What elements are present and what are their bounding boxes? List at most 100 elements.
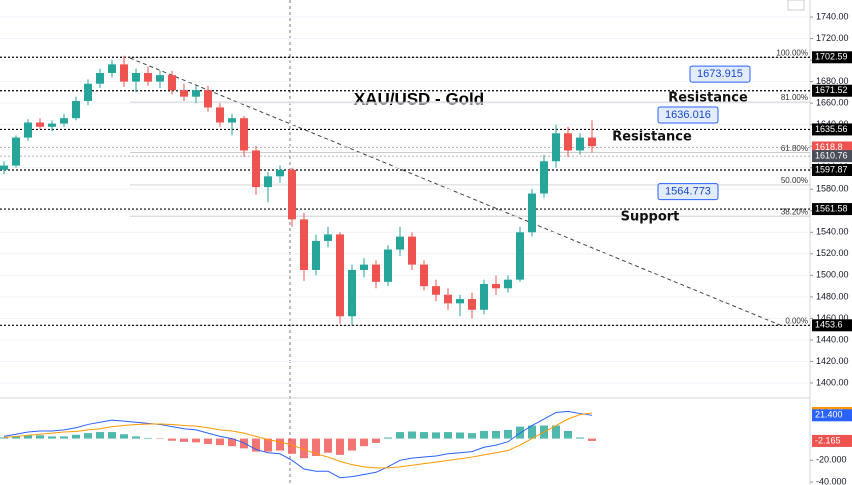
level-box [812, 51, 852, 64]
histogram-bar [132, 436, 140, 439]
level-box [812, 84, 852, 97]
histogram-bar [528, 425, 536, 439]
candle-body [192, 90, 200, 97]
histogram-bar [456, 432, 464, 439]
y-tick-label: 1660.00 [816, 98, 849, 108]
y-tick-label: 1580.00 [816, 184, 849, 194]
histogram-bar [12, 436, 20, 439]
candle-body [348, 269, 356, 317]
y-tick-label: 1420.00 [816, 356, 849, 366]
candle-body [300, 219, 308, 270]
trend-line [129, 57, 781, 326]
histogram-bar [420, 432, 428, 439]
candle-body [144, 72, 152, 82]
histogram-bar [84, 433, 92, 439]
macd-line [3, 410, 593, 479]
value-box [812, 434, 852, 447]
fib-label: 38.20% [781, 207, 808, 216]
histogram-bar [492, 430, 500, 439]
histogram-bar [180, 438, 188, 442]
candle-body [396, 236, 404, 250]
candle-body [156, 75, 164, 82]
histogram-bar [24, 435, 32, 439]
value-label: 21.400 [815, 410, 843, 420]
level-label: 1671.52 [815, 85, 848, 95]
candle-body [420, 264, 428, 287]
level-box [812, 164, 852, 177]
candle-body [444, 294, 452, 304]
candle-body [276, 169, 284, 177]
candle-body [228, 118, 236, 123]
candle-body [24, 122, 32, 138]
candle-body [72, 100, 80, 119]
candle-body [384, 249, 392, 282]
macd-line [3, 412, 593, 469]
level-box [812, 203, 852, 216]
y-tick-label: -40.000 [816, 476, 847, 485]
level-label: 1597.87 [815, 164, 848, 174]
histogram-bar [324, 438, 332, 453]
candle-body [360, 264, 368, 270]
level-box [812, 150, 852, 163]
candle-body [408, 236, 416, 265]
candle-body [540, 161, 548, 194]
fib-label: 100.00% [776, 48, 808, 57]
y-tick-label: 1460.00 [816, 313, 849, 323]
candle-body [48, 123, 56, 127]
candle-body [264, 176, 272, 188]
candle-body [12, 137, 20, 166]
histogram-bar [144, 437, 152, 439]
annotation: Resistance [668, 91, 748, 106]
histogram-bar [348, 438, 356, 451]
chart-title: XAU/USD - Gold [354, 89, 484, 108]
candle-body [372, 264, 380, 282]
y-tick-label: -20.000 [816, 455, 847, 465]
callout-box [657, 183, 719, 201]
y-tick-label: 1480.00 [816, 291, 849, 301]
histogram-bar [48, 436, 56, 439]
candle-body [120, 64, 128, 82]
histogram-bar [0, 437, 8, 439]
value-box [812, 409, 852, 422]
level-label: 1635.56 [815, 124, 848, 134]
histogram-bar [360, 438, 368, 447]
candle-body [252, 150, 260, 188]
histogram-bar [588, 438, 596, 441]
candle-body [288, 169, 296, 220]
y-tick-label: 1520.00 [816, 248, 849, 258]
y-tick-label: 1440.00 [816, 334, 849, 344]
histogram-bar [120, 434, 128, 439]
histogram-bar [504, 429, 512, 439]
candle-body [132, 72, 140, 82]
candle-body [480, 283, 488, 310]
y-tick-label: 1720.00 [816, 33, 849, 43]
fib-label: 50.00% [781, 176, 808, 185]
histogram-bar [60, 436, 68, 439]
candle-body [336, 234, 344, 317]
candle-body [432, 286, 440, 295]
level-box [812, 319, 852, 332]
histogram-bar [72, 434, 80, 439]
scroll-button[interactable] [787, 0, 805, 11]
histogram-bar [288, 438, 296, 454]
level-label: 1561.58 [815, 203, 848, 213]
y-tick-label: 1400.00 [816, 377, 849, 387]
candle-body [588, 137, 596, 147]
y-tick-label: 1540.00 [816, 227, 849, 237]
candle-body [60, 118, 68, 124]
callout-label: 1673.915 [697, 68, 743, 80]
candle-body [204, 90, 212, 108]
candle-body [216, 107, 224, 123]
annotation: Resistance [612, 130, 692, 145]
callout-box [689, 65, 751, 83]
level-box [812, 123, 852, 136]
histogram-bar [192, 438, 200, 443]
candle-body [516, 232, 524, 280]
histogram-bar [372, 438, 380, 443]
candle-body [504, 279, 512, 289]
callout-label: 1636.016 [665, 109, 711, 121]
candle-body [240, 118, 248, 151]
histogram-bar [444, 432, 452, 439]
histogram-bar [432, 432, 440, 439]
candle-body [312, 240, 320, 270]
